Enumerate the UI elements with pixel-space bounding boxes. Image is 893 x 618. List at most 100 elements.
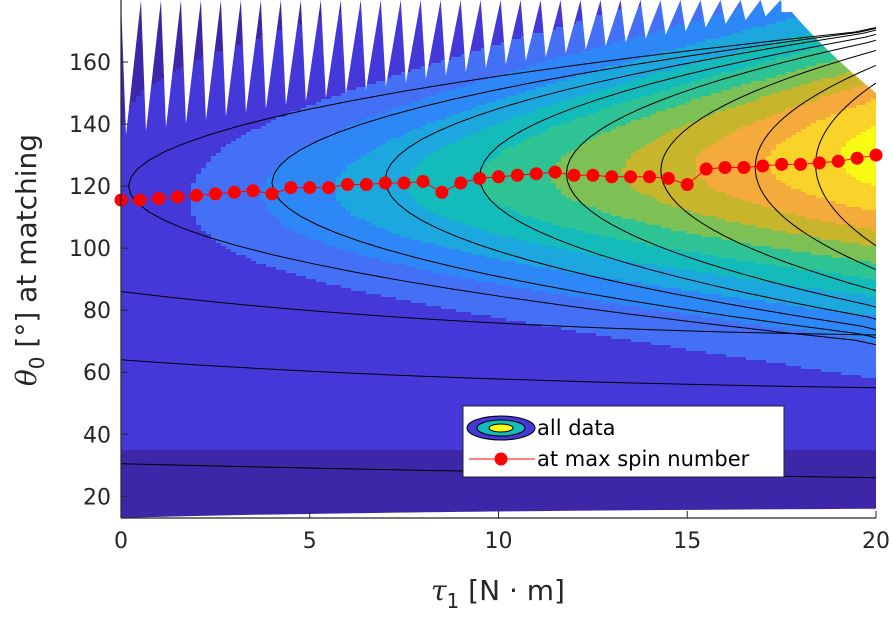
contour-cell bbox=[206, 501, 212, 505]
contour-cell bbox=[131, 480, 137, 484]
contour-cell bbox=[196, 237, 202, 241]
contour-cell bbox=[211, 360, 217, 364]
contour-cell bbox=[206, 249, 212, 253]
contour-cell bbox=[151, 126, 157, 130]
contour-cell bbox=[141, 288, 147, 292]
contour-cell bbox=[256, 468, 262, 472]
contour-cell bbox=[121, 153, 127, 157]
contour-cell bbox=[181, 435, 187, 439]
contour-cell bbox=[151, 483, 157, 487]
contour-cell bbox=[241, 159, 247, 163]
contour-cell bbox=[206, 441, 212, 445]
contour-cell bbox=[226, 498, 232, 502]
contour-cell bbox=[246, 513, 252, 517]
contour-cell bbox=[171, 336, 177, 340]
contour-cell bbox=[221, 504, 227, 508]
contour-cell bbox=[236, 354, 242, 358]
contour-cell bbox=[206, 177, 212, 181]
contour-cell bbox=[221, 90, 227, 94]
contour-cell bbox=[161, 261, 167, 265]
contour-cell bbox=[251, 297, 257, 301]
contour-cell bbox=[126, 147, 132, 151]
contour-cell bbox=[131, 237, 137, 241]
contour-cell bbox=[176, 78, 182, 82]
contour-cell bbox=[161, 120, 167, 124]
contour-cell bbox=[241, 90, 247, 94]
contour-cell bbox=[226, 354, 232, 358]
contour-cell bbox=[241, 186, 247, 190]
contour-cell bbox=[146, 459, 152, 463]
contour-cell bbox=[171, 234, 177, 238]
contour-cell bbox=[161, 480, 167, 484]
contour-cell bbox=[226, 333, 232, 337]
contour-cell bbox=[176, 96, 182, 100]
contour-cell bbox=[236, 141, 242, 145]
contour-cell bbox=[246, 309, 252, 313]
contour-cell bbox=[181, 456, 187, 460]
contour-cell bbox=[176, 60, 182, 64]
contour-cell bbox=[226, 372, 232, 376]
contour-cell bbox=[171, 432, 177, 436]
contour-cell bbox=[166, 156, 172, 160]
contour-cell bbox=[231, 486, 237, 490]
contour-cell bbox=[171, 252, 177, 256]
contour-cell bbox=[236, 375, 242, 379]
contour-cell bbox=[241, 78, 247, 82]
contour-cell bbox=[171, 216, 177, 220]
contour-cell bbox=[171, 165, 177, 169]
contour-cell bbox=[191, 108, 197, 112]
contour-cell bbox=[131, 78, 137, 82]
contour-cell bbox=[236, 324, 242, 328]
contour-cell bbox=[226, 285, 232, 289]
contour-cell bbox=[236, 393, 242, 397]
contour-cell bbox=[126, 264, 132, 268]
contour-cell bbox=[231, 456, 237, 460]
contour-cell bbox=[131, 141, 137, 145]
contour-cell bbox=[256, 405, 262, 409]
contour-cell bbox=[246, 429, 252, 433]
contour-cell bbox=[176, 363, 182, 367]
contour-cell bbox=[191, 144, 197, 148]
contour-cell bbox=[246, 498, 252, 502]
contour-cell bbox=[181, 183, 187, 187]
contour-cell bbox=[176, 294, 182, 298]
contour-cell bbox=[151, 177, 157, 181]
contour-cell bbox=[136, 465, 142, 469]
contour-cell bbox=[191, 294, 197, 298]
contour-cell bbox=[196, 348, 202, 352]
contour-cell bbox=[256, 378, 262, 382]
contour-cell bbox=[146, 192, 152, 196]
contour-cell bbox=[201, 372, 207, 376]
contour-cell bbox=[161, 93, 167, 97]
contour-cell bbox=[141, 249, 147, 253]
contour-cell bbox=[131, 174, 137, 178]
contour-cell bbox=[176, 393, 182, 397]
contour-cell bbox=[201, 225, 207, 229]
contour-cell bbox=[226, 237, 232, 241]
contour-cell bbox=[176, 183, 182, 187]
contour-cell bbox=[236, 273, 242, 277]
contour-cell bbox=[216, 345, 222, 349]
contour-cell bbox=[126, 231, 132, 235]
contour-cell bbox=[261, 87, 267, 91]
contour-cell bbox=[256, 24, 262, 28]
contour-cell bbox=[236, 198, 242, 202]
contour-cell bbox=[261, 135, 267, 139]
contour-cell bbox=[151, 270, 157, 274]
contour-cell bbox=[156, 126, 162, 130]
contour-cell bbox=[226, 306, 232, 310]
contour-cell bbox=[166, 186, 172, 190]
contour-cell bbox=[181, 207, 187, 211]
contour-cell bbox=[141, 312, 147, 316]
contour-cell bbox=[216, 150, 222, 154]
contour-cell bbox=[201, 495, 207, 499]
contour-cell bbox=[251, 357, 257, 361]
contour-cell bbox=[236, 261, 242, 265]
contour-cell bbox=[156, 417, 162, 421]
contour-cell bbox=[146, 507, 152, 511]
contour-cell bbox=[241, 120, 247, 124]
contour-cell bbox=[146, 426, 152, 430]
contour-cell bbox=[256, 288, 262, 292]
contour-cell bbox=[196, 258, 202, 262]
contour-cell bbox=[156, 351, 162, 355]
